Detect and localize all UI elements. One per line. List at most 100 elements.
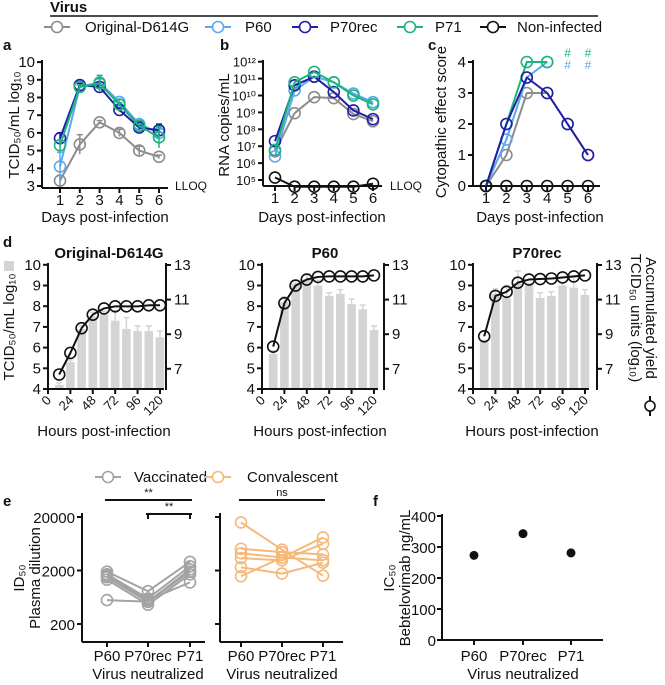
significance-label: ns: [276, 487, 288, 499]
y-tick-label: 3: [27, 178, 35, 195]
data-point-p71: [132, 119, 146, 133]
significance-hash: #: [585, 58, 592, 72]
lloq-label: LLOQ: [175, 179, 207, 193]
x-tick-label: P71: [310, 648, 337, 665]
x-tick-label: P71: [558, 648, 585, 665]
bar: [358, 309, 368, 389]
data-point-original-d614g: [113, 126, 126, 140]
data-point-non-infected: [520, 179, 534, 193]
x-tick-label: 48: [78, 393, 99, 414]
bar: [88, 316, 98, 389]
accumulated-yield-point: [52, 368, 66, 381]
significance-hash: #: [585, 46, 592, 60]
y-tick-label: 0: [428, 633, 436, 650]
significance-hash: #: [564, 58, 571, 72]
data-point-p71: [113, 98, 126, 111]
bar: [99, 314, 109, 389]
bar: [122, 328, 131, 389]
y-tick-label: 10⁶: [236, 156, 256, 171]
x-tick-label: 48: [503, 393, 524, 414]
y-tick-label: 8: [458, 298, 466, 315]
y-tick-label: 100: [411, 602, 436, 619]
panel-label: e: [3, 493, 11, 510]
y2-tick-label: 7: [174, 361, 182, 378]
y-tick-label: 5: [458, 360, 466, 377]
y-axis-title-line2: Plasma dilution: [27, 527, 44, 629]
data-point-p70rec: [500, 117, 513, 131]
y-tick-label: 6: [247, 340, 255, 357]
x-tick-label: 6: [155, 192, 163, 209]
x-axis-title: Hours post-infection: [37, 423, 170, 440]
data-point-original-d614g: [73, 138, 87, 151]
data-point-p71: [53, 138, 67, 152]
series-line-p60: [59, 81, 160, 167]
y2-tick-label: 9: [605, 326, 613, 343]
data-point-original-d614g: [288, 106, 301, 120]
data-point-p60: [53, 160, 67, 173]
y-tick-label: 5: [247, 360, 255, 377]
donor-point: [183, 576, 197, 589]
accumulated-yield-point: [489, 289, 502, 303]
y-tick-label: 5: [27, 143, 35, 160]
data-point-p70rec: [347, 104, 360, 117]
data-point-non-infected: [540, 179, 554, 193]
data-point-non-infected: [479, 179, 493, 193]
x-axis-title: Hours post-infection: [465, 423, 598, 440]
donor-point: [316, 537, 330, 551]
x-tick-label: 0: [252, 393, 268, 409]
donor-line: [240, 542, 324, 562]
accumulated-yield-point: [75, 321, 88, 335]
x-tick-label: 5: [563, 190, 571, 207]
donor-point: [234, 560, 248, 574]
significance-hash: #: [564, 46, 571, 60]
y-tick-label: 3: [458, 85, 466, 102]
legend-label-p70rec: P70rec: [330, 19, 378, 36]
bar: [336, 293, 345, 389]
donor-point: [275, 551, 289, 564]
y-axis-title: ID₅₀: [11, 564, 28, 591]
bar: [347, 304, 356, 389]
x-tick-label: 1: [56, 192, 64, 209]
x-tick-label: 2: [290, 190, 298, 207]
data-point-non-infected: [347, 180, 360, 194]
y-axis-title: RNA copies/mL: [216, 73, 233, 176]
data-point-non-infected: [581, 179, 595, 193]
x-axis-title: Days post-infection: [41, 209, 169, 226]
panel-label: b: [220, 37, 229, 54]
donor-point: [183, 563, 197, 576]
data-point-p71: [347, 89, 360, 102]
accumulated-yield-point: [64, 346, 77, 360]
x-axis-title: Hours post-infection: [253, 423, 386, 440]
x-tick-label: 3: [523, 190, 531, 207]
y-tick-label: 2: [458, 116, 466, 133]
donor-line: [106, 568, 191, 603]
data-point-p60: [469, 550, 479, 560]
x-tick-label: P60: [228, 648, 255, 665]
x-tick-label: P60: [94, 648, 121, 665]
x-tick-label: 1: [271, 190, 279, 207]
y-tick-label: 0: [458, 178, 466, 195]
legend-marker-non-infected: [486, 20, 500, 34]
accumulated-yield-point: [367, 269, 381, 282]
y2-tick-label: 9: [392, 326, 400, 343]
data-point-original-d614g: [93, 115, 106, 129]
lloq-label: LLOQ: [390, 179, 422, 193]
x-tick-label: 72: [100, 393, 121, 414]
x-tick-label: 3: [310, 190, 318, 207]
chart-title: P60: [312, 245, 339, 262]
x-tick-label: 96: [337, 393, 358, 414]
y-axis-title: Cytopathic effect score: [433, 46, 450, 198]
x-tick-label: 48: [292, 393, 313, 414]
donor-point: [100, 569, 114, 582]
x-tick-label: 96: [123, 393, 144, 414]
bar: [313, 285, 323, 389]
y-tick-label: 8: [33, 298, 41, 315]
x-axis-title: Virus neutralized: [467, 666, 578, 683]
legend-title: Virus: [50, 0, 87, 16]
bar: [133, 331, 142, 389]
data-point-original-d614g: [132, 144, 146, 157]
x-tick-label: 4: [330, 190, 338, 207]
x-axis-title: Days post-infection: [476, 209, 604, 226]
donor-point: [316, 554, 330, 567]
